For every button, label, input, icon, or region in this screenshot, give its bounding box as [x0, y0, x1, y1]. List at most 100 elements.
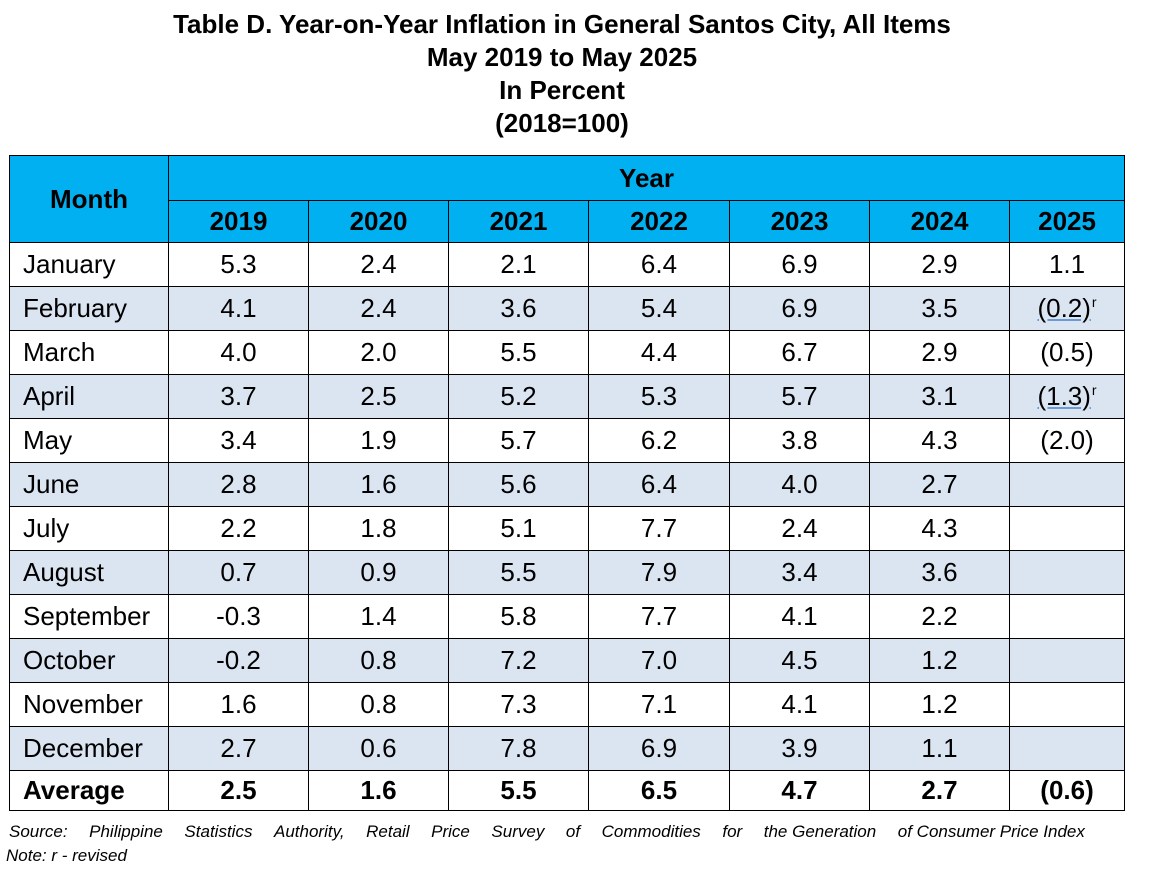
revised-value: (0.2) [1037, 293, 1091, 323]
value-cell: 1.1 [1008, 242, 1126, 287]
year-header-2019: 2019 [168, 200, 309, 243]
table-row: January 5.3 2.4 2.1 6.4 6.9 2.9 1.1 [9, 242, 1126, 287]
value-cell [1008, 594, 1126, 639]
value-cell [1008, 506, 1126, 551]
year-group-header: Year [167, 155, 1126, 201]
value-cell: 4.1 [729, 594, 870, 639]
value-cell: 5.5 [448, 550, 589, 595]
value-cell: 5.5 [448, 330, 589, 375]
month-cell: April [9, 374, 169, 419]
value-cell: 5.6 [448, 462, 589, 507]
month-cell: December [9, 726, 169, 771]
value-cell: 7.1 [588, 682, 730, 727]
value-cell [1008, 638, 1126, 683]
value-cell: 0.7 [168, 550, 309, 595]
value-cell: 0.8 [308, 638, 449, 683]
table-row: October -0.2 0.8 7.2 7.0 4.5 1.2 [9, 638, 1126, 683]
year-header-2024: 2024 [869, 200, 1010, 243]
average-value: 2.7 [869, 770, 1010, 811]
value-cell: 2.1 [448, 242, 589, 287]
average-row: Average 2.5 1.6 5.5 6.5 4.7 2.7 (0.6) [9, 770, 1126, 811]
value-cell: 3.6 [448, 286, 589, 331]
value-cell: 0.8 [308, 682, 449, 727]
month-cell: October [9, 638, 169, 683]
value-cell: 4.3 [869, 418, 1010, 463]
value-cell: 6.4 [588, 242, 730, 287]
average-value: 6.5 [588, 770, 730, 811]
value-cell: 7.2 [448, 638, 589, 683]
average-value: 2.5 [168, 770, 309, 811]
value-cell: 7.3 [448, 682, 589, 727]
value-cell: 6.9 [588, 726, 730, 771]
value-cell: 3.9 [729, 726, 870, 771]
value-cell: 2.0 [308, 330, 449, 375]
table-row: April 3.7 2.5 5.2 5.3 5.7 3.1 (1.3)r [9, 374, 1126, 419]
value-cell: 6.4 [588, 462, 730, 507]
value-cell: 4.4 [588, 330, 730, 375]
value-cell: 2.9 [869, 330, 1010, 375]
value-cell: 5.4 [588, 286, 730, 331]
source-word: Source: [9, 822, 68, 841]
year-header-2023: 2023 [729, 200, 870, 243]
month-cell: September [9, 594, 169, 639]
table-row: May 3.4 1.9 5.7 6.2 3.8 4.3 (2.0) [9, 418, 1126, 463]
value-cell: 2.4 [308, 286, 449, 331]
inflation-table: Month Year 2019 2020 2021 2022 2023 2024 2025 … [9, 155, 1126, 811]
value-cell: 4.3 [869, 506, 1010, 551]
title-line-2: May 2019 to May 2025 [426, 42, 698, 72]
value-cell: (2.0) [1008, 418, 1126, 463]
revised-note: Note: r - revised [6, 846, 127, 865]
value-cell: 2.8 [168, 462, 309, 507]
source-word: Survey [491, 822, 545, 841]
revised-marker: r [1091, 294, 1097, 310]
year-header-2020: 2020 [308, 200, 449, 243]
table-title: Table D. Year-on-Year Inflation in Gener… [0, 8, 1124, 140]
title-line-1: Table D. Year-on-Year Inflation in Gener… [173, 9, 951, 39]
year-header-2021: 2021 [448, 200, 589, 243]
month-cell: June [9, 462, 169, 507]
value-cell: (0.5) [1008, 330, 1126, 375]
value-cell: 3.4 [729, 550, 870, 595]
value-cell: 6.9 [729, 286, 870, 331]
value-cell: 5.3 [588, 374, 730, 419]
average-value: 5.5 [448, 770, 589, 811]
value-cell: 3.4 [168, 418, 309, 463]
table-row: February 4.1 2.4 3.6 5.4 6.9 3.5 (0.2)r [9, 286, 1126, 331]
value-cell: 5.7 [729, 374, 870, 419]
value-cell [1008, 682, 1126, 727]
month-cell: August [9, 550, 169, 595]
table-row: August 0.7 0.9 5.5 7.9 3.4 3.6 [9, 550, 1126, 595]
value-cell [1008, 550, 1126, 595]
average-label: Average [9, 770, 169, 811]
table-row: September -0.3 1.4 5.8 7.7 4.1 2.2 [9, 594, 1126, 639]
source-word: Commodities [601, 822, 701, 841]
source-word: of [565, 822, 581, 841]
value-cell: 2.4 [729, 506, 870, 551]
source-word: the Generation [763, 822, 877, 841]
table-row: June 2.8 1.6 5.6 6.4 4.0 2.7 [9, 462, 1126, 507]
year-header-2025: 2025 [1008, 200, 1126, 243]
title-line-3: In Percent [499, 75, 625, 105]
header-row-years: 2019 2020 2021 2022 2023 2024 2025 [10, 200, 1126, 243]
source-word: for [722, 822, 743, 841]
month-cell: January [9, 242, 169, 287]
value-cell: 2.7 [869, 462, 1010, 507]
source-word: Statistics [184, 822, 253, 841]
value-cell [1008, 462, 1126, 507]
value-cell: 3.7 [168, 374, 309, 419]
value-cell: 3.5 [869, 286, 1010, 331]
value-cell: 1.9 [308, 418, 449, 463]
table-row: November 1.6 0.8 7.3 7.1 4.1 1.2 [9, 682, 1126, 727]
revised-value: (1.3) [1037, 381, 1091, 411]
value-cell: 2.2 [869, 594, 1010, 639]
value-cell: 5.3 [168, 242, 309, 287]
value-cell: 1.6 [168, 682, 309, 727]
month-cell: November [9, 682, 169, 727]
value-cell: 5.2 [448, 374, 589, 419]
average-value: 1.6 [308, 770, 449, 811]
value-cell: (0.2)r [1008, 286, 1126, 331]
value-cell: -0.3 [168, 594, 309, 639]
value-cell: 2.4 [308, 242, 449, 287]
value-cell: 1.8 [308, 506, 449, 551]
revised-marker: r [1091, 382, 1097, 398]
